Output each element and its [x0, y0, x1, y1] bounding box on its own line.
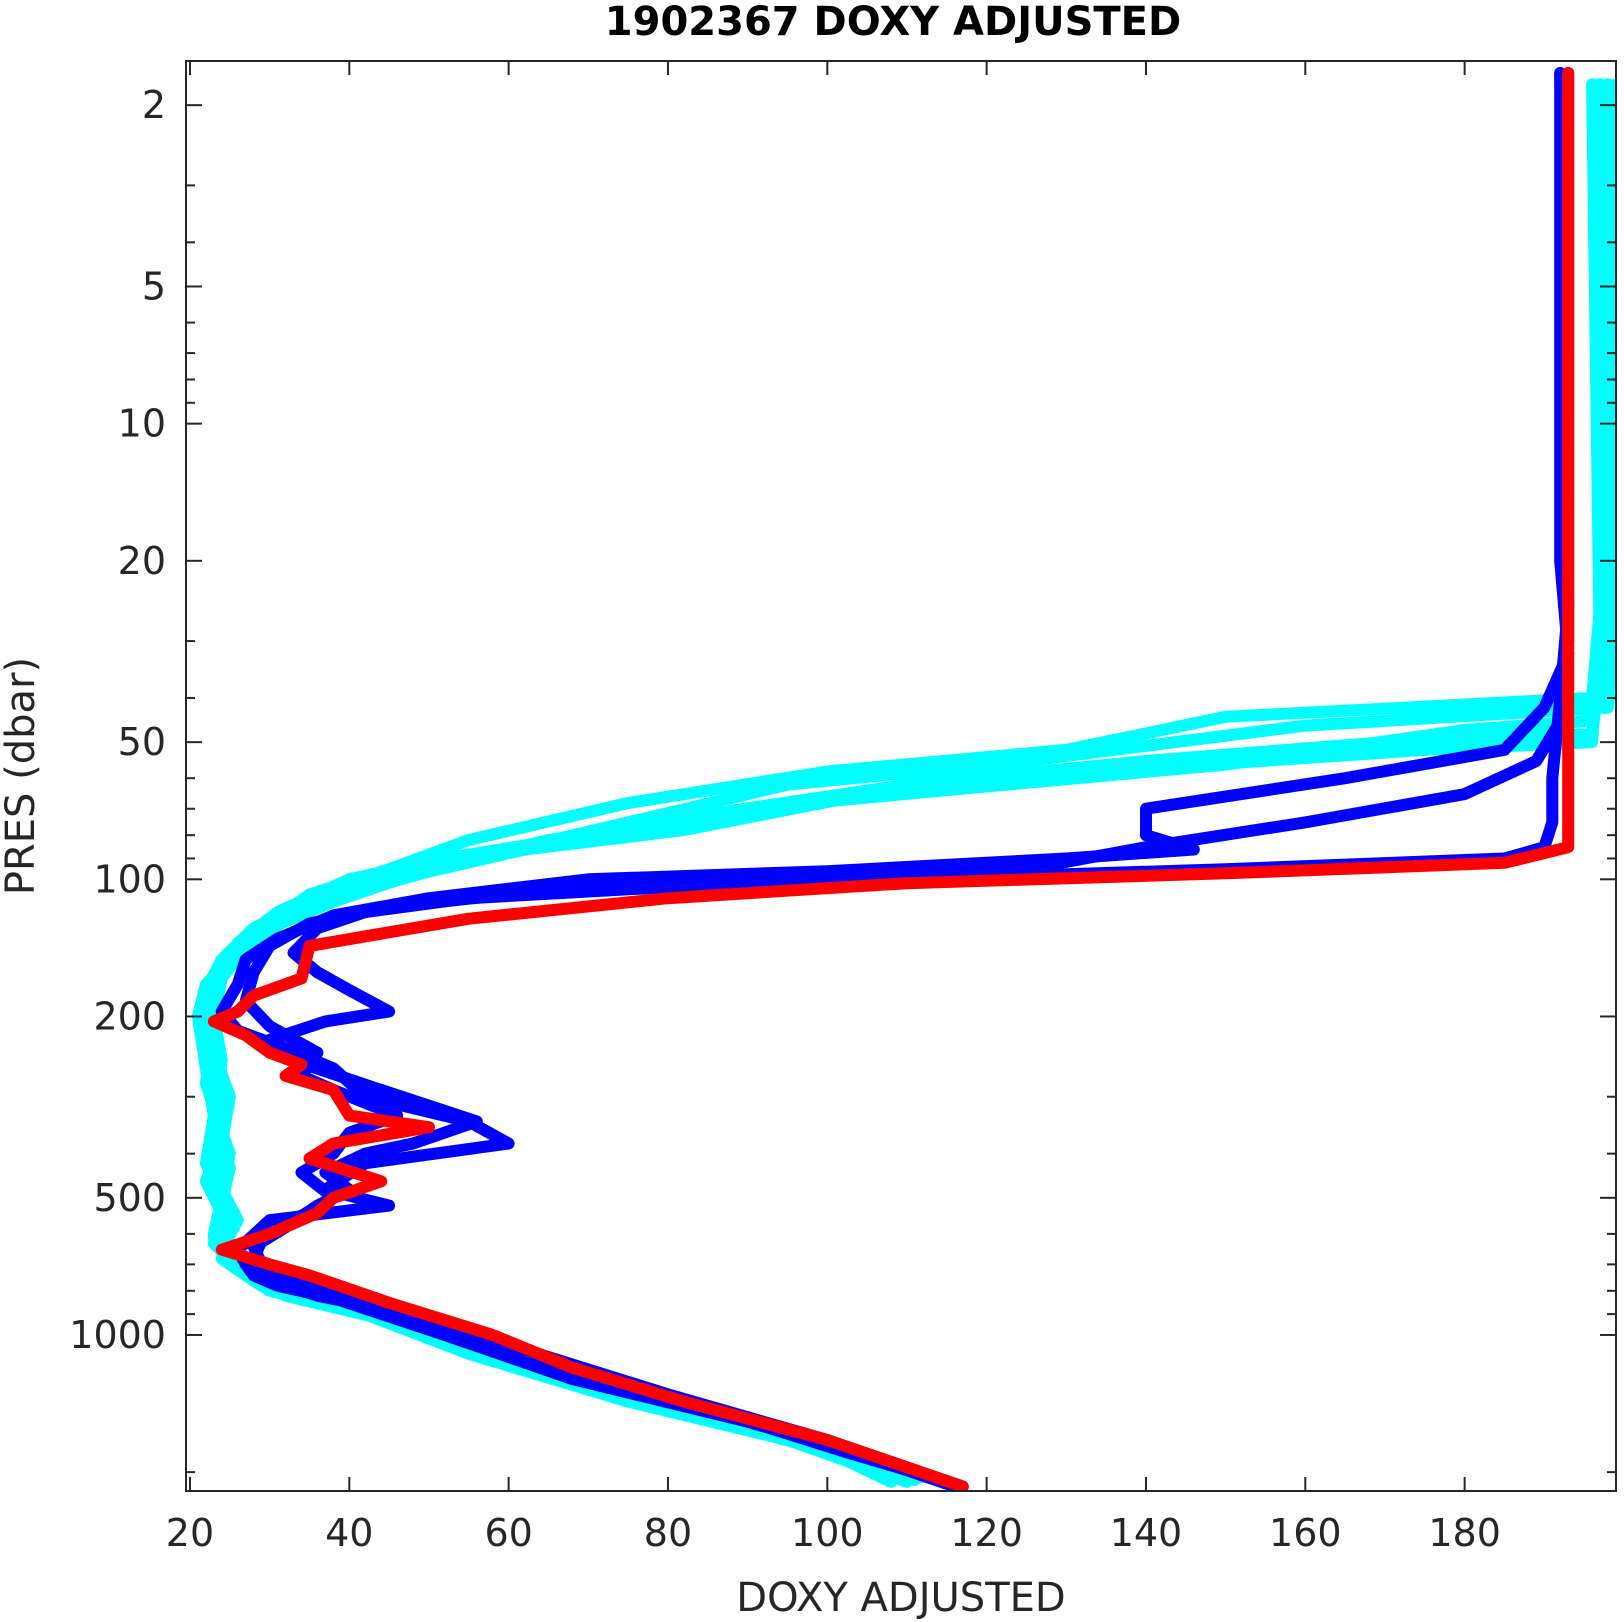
plot-frame [185, 60, 1617, 1492]
y-tick-label: 2 [142, 83, 166, 127]
x-tick-label: 160 [1269, 1511, 1342, 1555]
y-tick-label: 100 [93, 857, 166, 901]
x-tick-label: 100 [791, 1511, 864, 1555]
y-axis-label: PRES (dbar) [0, 657, 44, 895]
x-tick-label: 20 [166, 1511, 214, 1555]
y-tick-label: 200 [93, 994, 166, 1038]
y-tick-label: 5 [142, 264, 166, 308]
series-line-9 [207, 67, 1575, 1491]
x-tick-label: 80 [644, 1511, 692, 1555]
series-line-7 [239, 67, 1575, 1491]
y-tick-label: 1000 [69, 1313, 166, 1357]
y-tick-label: 50 [118, 720, 166, 764]
x-axis-label: DOXY ADJUSTED [736, 1575, 1065, 1621]
y-tick-label: 10 [118, 402, 166, 446]
x-tick-label: 60 [484, 1511, 532, 1555]
x-tick-label: 180 [1428, 1511, 1501, 1555]
series-line-3 [199, 78, 1607, 1483]
y-tick-label: 500 [93, 1176, 166, 1220]
y-tick-label: 20 [118, 539, 166, 583]
x-axis: 20 40 60 80 100 120 140 160 180 [166, 61, 1501, 1555]
series-layer [191, 67, 1616, 1491]
series-line-5 [199, 78, 1607, 1486]
y-axis: 2 5 10 20 50 100 200 500 1000 [69, 83, 1616, 1474]
x-tick-label: 140 [1110, 1511, 1183, 1555]
x-tick-label: 120 [950, 1511, 1023, 1555]
chart-title: 1902367 DOXY ADJUSTED [605, 0, 1181, 45]
x-tick-label: 40 [325, 1511, 373, 1555]
